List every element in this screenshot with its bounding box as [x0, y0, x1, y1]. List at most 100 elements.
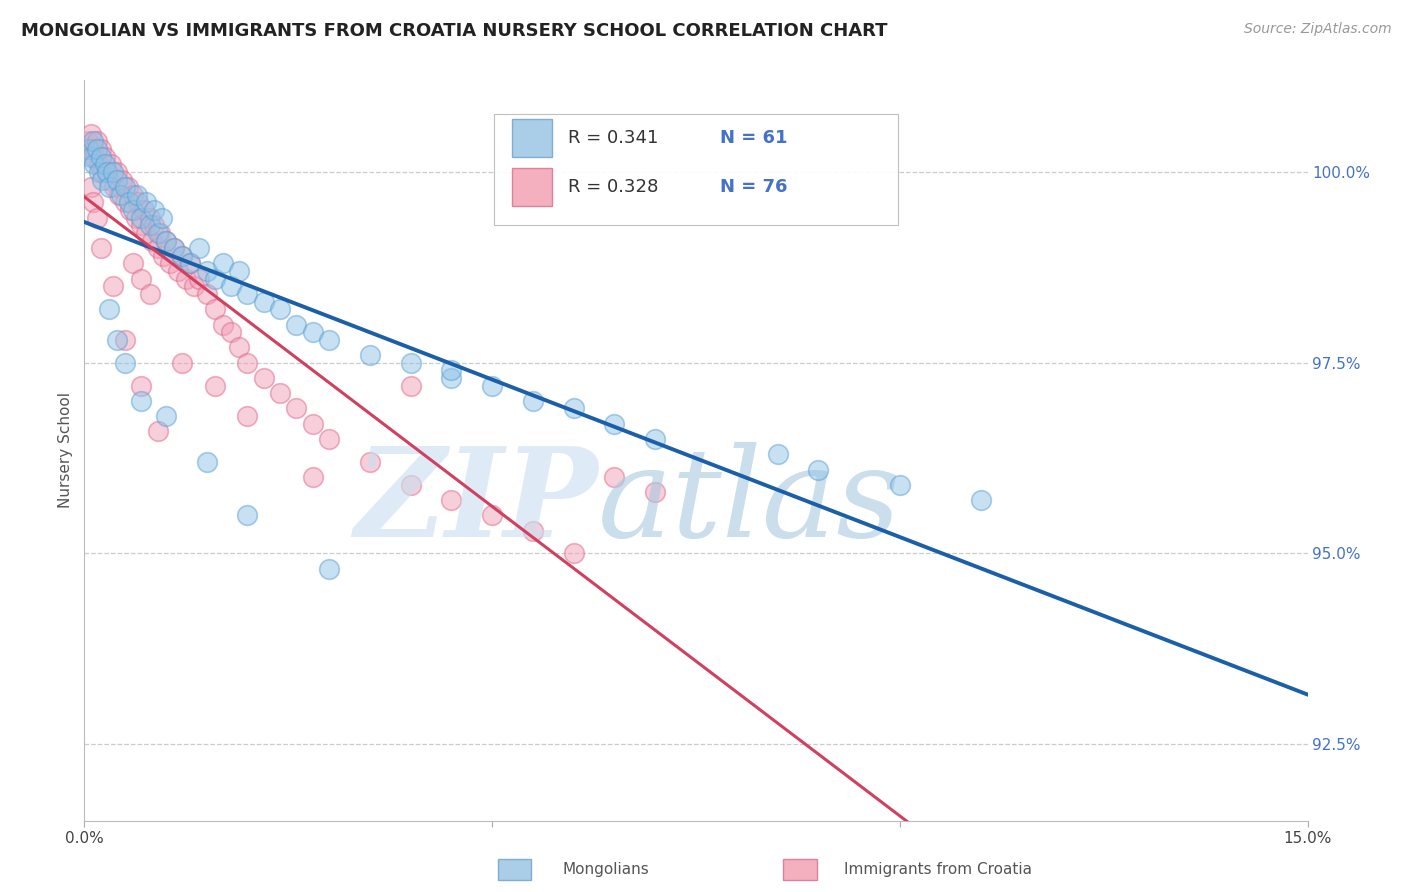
Point [131, 271, 153, 285]
Text: R = 0.328: R = 0.328 [568, 178, 658, 196]
Point [399, 378, 422, 392]
Point [155, 409, 177, 423]
Point [269, 302, 291, 317]
Point [204, 271, 226, 285]
Point [204, 378, 226, 392]
Point [131, 219, 153, 233]
Point [87, 157, 110, 171]
Point [155, 234, 177, 248]
Point [146, 241, 169, 255]
Point [131, 211, 153, 225]
FancyBboxPatch shape [494, 113, 898, 225]
Point [236, 287, 259, 301]
Text: N = 61: N = 61 [720, 129, 787, 147]
Point [163, 241, 186, 255]
Text: MONGOLIAN VS IMMIGRANTS FROM CROATIA NURSERY SCHOOL CORRELATION CHART: MONGOLIAN VS IMMIGRANTS FROM CROATIA NUR… [21, 22, 887, 40]
Text: Immigrants from Croatia: Immigrants from Croatia [844, 863, 1032, 877]
Point [163, 241, 186, 255]
Point [219, 325, 242, 339]
Point [603, 470, 626, 484]
Point [212, 318, 235, 332]
Point [96, 165, 118, 179]
Point [359, 455, 381, 469]
Point [399, 356, 422, 370]
Point [481, 508, 503, 523]
Text: Mongolians: Mongolians [562, 863, 650, 877]
Point [135, 226, 157, 240]
Point [77, 142, 100, 156]
Point [83, 157, 105, 171]
Point [174, 271, 197, 285]
Point [114, 180, 136, 194]
Point [562, 401, 585, 416]
Point [150, 211, 173, 225]
Point [86, 142, 108, 156]
Point [172, 249, 194, 263]
Point [114, 356, 136, 370]
Point [118, 202, 141, 217]
Point [132, 202, 155, 217]
Point [644, 485, 666, 500]
Point [562, 547, 585, 561]
Point [138, 219, 160, 233]
Point [86, 211, 108, 225]
Point [138, 287, 160, 301]
Point [146, 226, 169, 240]
Point [122, 187, 145, 202]
Point [122, 256, 145, 270]
Point [399, 478, 422, 492]
Point [82, 195, 104, 210]
Point [100, 157, 122, 171]
Point [236, 409, 259, 423]
Point [91, 172, 114, 186]
Point [101, 279, 124, 293]
Point [179, 256, 201, 270]
Point [195, 455, 218, 469]
Point [110, 187, 132, 202]
Point [152, 249, 174, 263]
Point [122, 202, 145, 217]
Point [97, 302, 120, 317]
Point [93, 157, 115, 171]
Point [97, 172, 120, 186]
Point [172, 249, 194, 263]
Point [141, 234, 163, 248]
Point [359, 348, 381, 362]
Point [253, 294, 276, 309]
Point [86, 134, 108, 148]
Point [80, 127, 103, 141]
Point [90, 241, 112, 255]
Point [149, 226, 172, 240]
Point [83, 150, 105, 164]
Point [204, 302, 226, 317]
FancyBboxPatch shape [513, 119, 551, 157]
Point [114, 333, 136, 347]
Point [91, 165, 114, 179]
Point [96, 165, 118, 179]
Point [131, 393, 153, 408]
Point [77, 142, 100, 156]
Point [138, 211, 160, 225]
Point [93, 150, 115, 164]
Point [301, 325, 323, 339]
Point [440, 363, 463, 377]
Point [105, 333, 128, 347]
Point [236, 508, 259, 523]
Point [103, 180, 125, 194]
Text: ZIP: ZIP [354, 442, 598, 563]
Point [187, 241, 209, 255]
Point [269, 386, 291, 401]
Point [97, 180, 120, 194]
Text: Source: ZipAtlas.com: Source: ZipAtlas.com [1244, 22, 1392, 37]
Point [195, 264, 218, 278]
Point [167, 264, 190, 278]
Point [142, 202, 165, 217]
Point [82, 134, 104, 148]
Point [159, 256, 181, 270]
Point [131, 378, 153, 392]
Point [155, 234, 177, 248]
Point [105, 172, 128, 186]
Point [108, 187, 131, 202]
Point [183, 279, 205, 293]
Point [135, 195, 157, 210]
